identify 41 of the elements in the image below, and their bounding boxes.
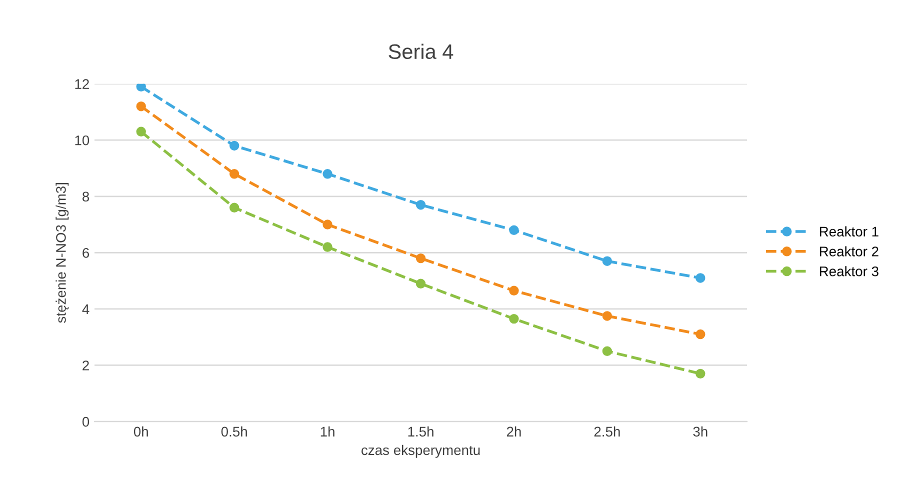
- x-tick-label: 2.5h: [594, 426, 620, 437]
- y-tick-label: 12: [75, 79, 89, 89]
- point: [696, 368, 706, 379]
- y-tick-label: 10: [75, 135, 90, 146]
- point: [696, 329, 706, 340]
- x-tick-label: 3h: [693, 426, 708, 437]
- chart-title: Seria 4: [388, 44, 454, 60]
- legend-label: Reaktor 1: [820, 226, 878, 237]
- y-tick-label: 8: [82, 192, 90, 202]
- legend-label: Reaktor 2: [820, 246, 878, 256]
- point: [696, 273, 706, 283]
- y-tick-label: 6: [82, 248, 90, 258]
- point: [509, 286, 519, 296]
- point: [322, 169, 332, 179]
- x-tick-label: 0h: [134, 426, 148, 437]
- point: [509, 314, 519, 324]
- y-axis-title: stężenie N-NO3 [g/m3]: [56, 183, 69, 323]
- point: [229, 202, 240, 213]
- point: [416, 278, 426, 288]
- legend-label: Reaktor 3: [820, 266, 878, 276]
- point: [416, 200, 426, 210]
- point: [416, 253, 426, 264]
- point: [229, 140, 240, 151]
- point: [509, 225, 519, 236]
- point: [136, 84, 146, 92]
- x-axis-title: czas eksperymentu: [362, 444, 480, 458]
- point: [602, 256, 612, 266]
- point: [322, 242, 332, 252]
- point: [136, 101, 146, 112]
- y-tick-label: 4: [82, 304, 90, 314]
- x-tick-label: 1h: [320, 426, 334, 436]
- x-tick-label: 2h: [506, 426, 521, 436]
- point: [602, 346, 612, 356]
- point: [136, 126, 146, 137]
- x-tick-label: 1.5h: [408, 426, 434, 437]
- point: [322, 220, 332, 230]
- y-tick-label: 2: [82, 360, 89, 370]
- point: [229, 169, 240, 179]
- x-tick-label: 0.5h: [221, 426, 247, 437]
- point: [602, 311, 612, 321]
- y-tick-label: 0: [82, 416, 90, 427]
